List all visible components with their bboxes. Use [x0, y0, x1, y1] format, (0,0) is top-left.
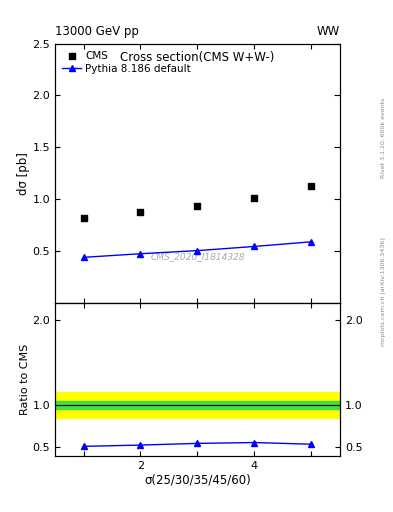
- Text: Cross section(CMS W+W-): Cross section(CMS W+W-): [120, 51, 275, 65]
- Pythia 8.186 default: [81, 254, 86, 261]
- Y-axis label: dσ [pb]: dσ [pb]: [17, 152, 29, 195]
- Text: Rivet 3.1.10, 600k events: Rivet 3.1.10, 600k events: [381, 98, 386, 178]
- CMS: [252, 194, 258, 202]
- Text: 13000 GeV pp: 13000 GeV pp: [55, 26, 139, 38]
- Text: WW: WW: [317, 26, 340, 38]
- Pythia 8.186 default: [138, 251, 143, 257]
- Pythia 8.186 default: [195, 247, 200, 253]
- Y-axis label: Ratio to CMS: Ratio to CMS: [20, 344, 29, 415]
- Text: CMS_2020_I1814328: CMS_2020_I1814328: [150, 252, 245, 261]
- CMS: [138, 208, 144, 216]
- Pythia 8.186 default: [309, 239, 314, 245]
- Line: Pythia 8.186 default: Pythia 8.186 default: [81, 239, 314, 261]
- CMS: [308, 182, 314, 190]
- Text: mcplots.cern.ch [arXiv:1306.3436]: mcplots.cern.ch [arXiv:1306.3436]: [381, 238, 386, 346]
- CMS: [81, 214, 87, 222]
- Legend: CMS, Pythia 8.186 default: CMS, Pythia 8.186 default: [60, 49, 193, 76]
- Pythia 8.186 default: [252, 243, 257, 249]
- CMS: [195, 202, 201, 210]
- X-axis label: σ(25/30/35/45/60): σ(25/30/35/45/60): [144, 473, 251, 486]
